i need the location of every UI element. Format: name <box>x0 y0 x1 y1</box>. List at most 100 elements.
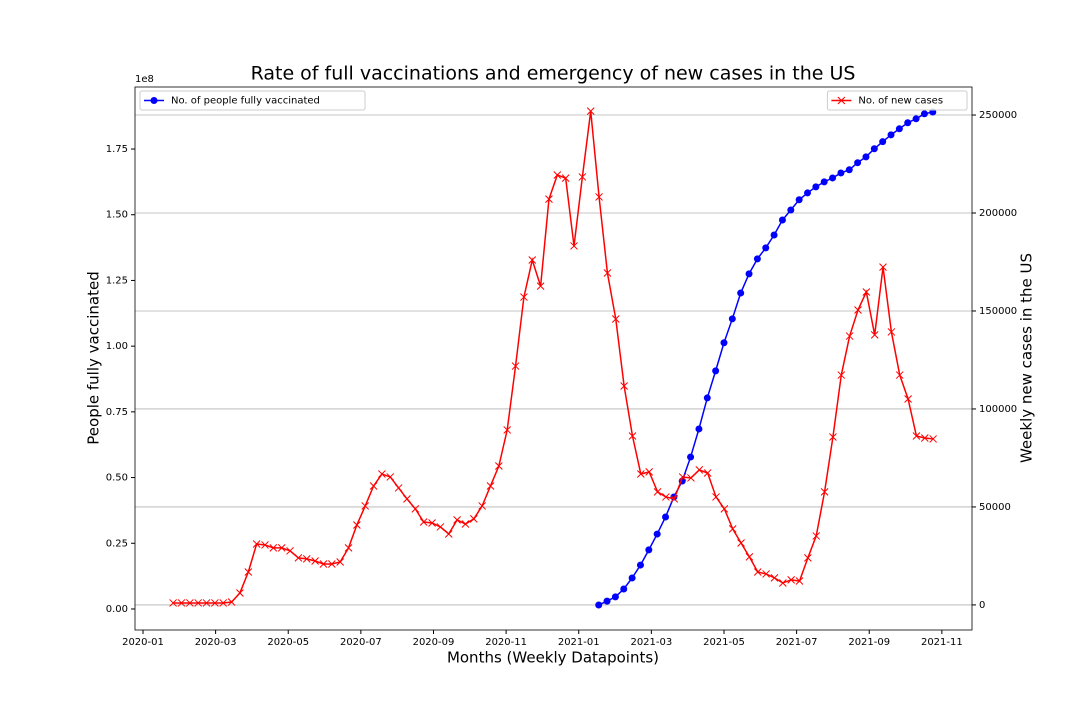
marker <box>386 473 395 481</box>
marker <box>845 166 853 174</box>
marker <box>469 515 478 523</box>
x-tick-label: 2021-03 <box>630 637 672 648</box>
y2-tick-label: 150000 <box>979 306 1017 317</box>
marker <box>787 575 796 584</box>
marker <box>870 331 879 339</box>
x-tick-label: 2021-11 <box>921 637 963 648</box>
marker <box>603 269 612 277</box>
marker <box>236 589 244 597</box>
marker <box>837 169 845 177</box>
legend-box <box>139 90 366 111</box>
legend-marker <box>150 97 158 104</box>
marker <box>920 434 929 442</box>
marker <box>361 502 370 510</box>
marker <box>611 315 620 323</box>
marker <box>678 473 687 481</box>
x-tick-label: 2021-01 <box>558 637 600 648</box>
marker <box>620 585 628 593</box>
marker <box>737 289 745 297</box>
marker <box>653 530 661 538</box>
marker <box>737 539 745 547</box>
marker <box>461 520 470 528</box>
marker <box>545 195 553 203</box>
marker <box>778 216 786 224</box>
y-tick-label: 0.75 <box>106 407 128 418</box>
marker <box>879 138 887 146</box>
marker <box>804 189 812 197</box>
marker <box>227 598 236 606</box>
marker <box>854 306 862 314</box>
marker <box>311 557 319 565</box>
marker <box>829 433 837 441</box>
marker <box>252 540 261 548</box>
y2-tick-label: 250000 <box>979 110 1017 121</box>
marker <box>486 482 495 490</box>
marker <box>520 293 528 301</box>
marker <box>812 183 820 191</box>
marker <box>929 435 937 443</box>
marker <box>369 482 378 490</box>
y2-tick-label: 50000 <box>979 502 1011 513</box>
legend-box <box>826 90 968 111</box>
marker <box>169 599 177 607</box>
marker <box>411 505 420 513</box>
marker <box>378 470 386 478</box>
marker <box>887 328 896 336</box>
marker <box>261 541 269 549</box>
marker <box>428 519 436 527</box>
legend-label: No. of people fully vaccinated <box>171 96 320 107</box>
marker <box>770 231 778 239</box>
marker <box>353 521 361 529</box>
marker <box>561 174 570 182</box>
marker <box>595 193 603 201</box>
marker <box>920 110 928 118</box>
chart-title: Rate of full vaccinations and emergency … <box>251 63 856 85</box>
marker <box>728 525 737 533</box>
marker <box>478 502 486 510</box>
marker <box>904 395 912 403</box>
marker <box>578 173 587 181</box>
y-tick-label: 0.00 <box>106 604 128 615</box>
marker <box>327 560 336 568</box>
marker <box>762 244 770 252</box>
marker <box>211 599 219 607</box>
y-tick-label: 1.50 <box>106 210 128 221</box>
marker <box>870 145 878 153</box>
y-tick-label: 1.00 <box>106 341 128 352</box>
marker <box>712 367 720 375</box>
marker <box>536 282 545 290</box>
marker <box>862 288 871 296</box>
marker <box>879 263 887 271</box>
marker <box>286 546 294 555</box>
x-tick-label: 2020-07 <box>340 637 382 648</box>
legend-label: No. of new cases <box>858 96 943 107</box>
series-line <box>173 111 934 604</box>
marker <box>595 601 603 609</box>
marker <box>344 544 353 552</box>
marker <box>503 426 512 434</box>
marker <box>695 425 703 433</box>
marker <box>586 107 595 115</box>
x-tick-label: 2020-03 <box>195 637 237 648</box>
marker <box>712 493 720 501</box>
marker <box>645 546 653 554</box>
marker <box>553 171 562 179</box>
marker <box>302 555 311 563</box>
marker <box>636 561 644 569</box>
marker <box>185 599 194 607</box>
marker <box>854 159 862 167</box>
marker <box>862 153 870 161</box>
marker <box>528 256 537 264</box>
marker <box>895 371 904 379</box>
marker <box>720 339 728 347</box>
marker <box>511 362 520 370</box>
y2-tick-label: 100000 <box>979 404 1017 415</box>
marker <box>703 394 711 402</box>
marker <box>444 530 453 538</box>
marker <box>753 568 762 576</box>
x-tick-label: 2020-01 <box>122 637 164 648</box>
marker <box>453 516 461 524</box>
marker <box>845 332 854 340</box>
